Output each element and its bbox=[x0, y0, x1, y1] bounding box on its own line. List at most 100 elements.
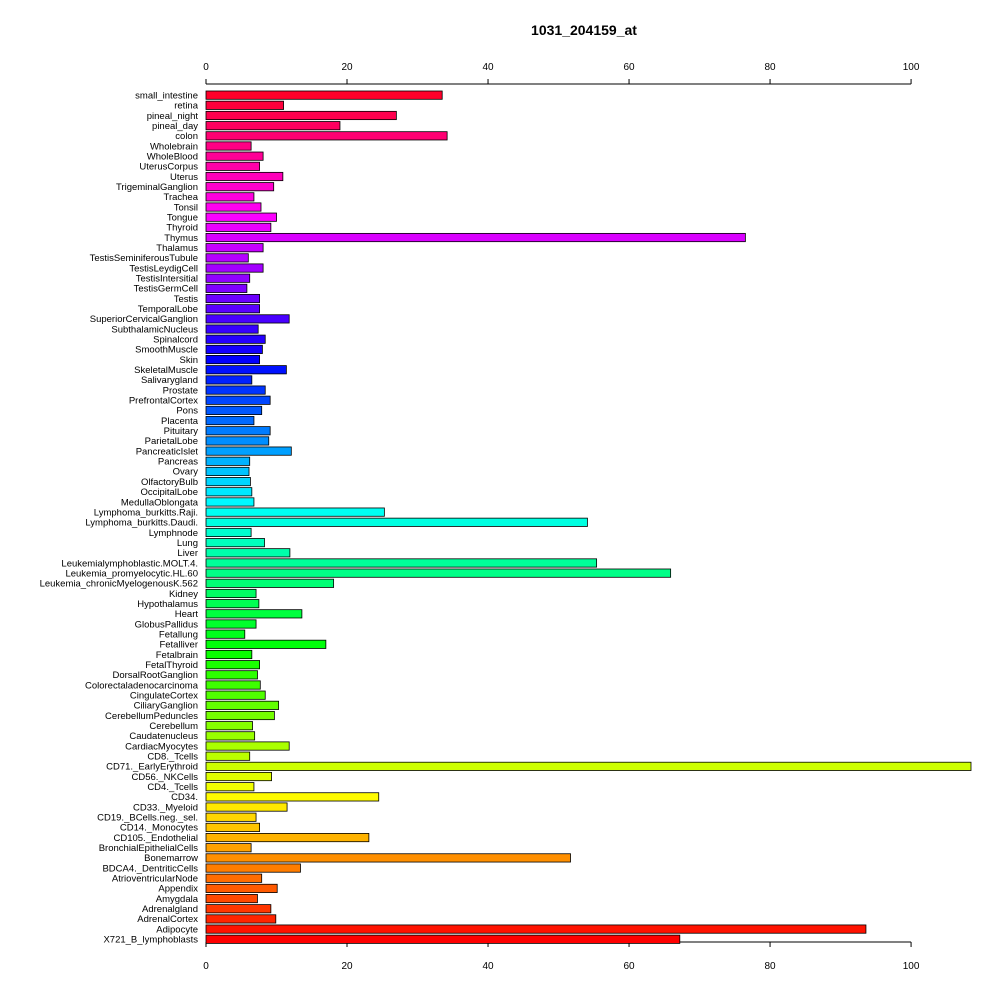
bar-16 bbox=[205, 253, 249, 263]
bar-42 bbox=[205, 517, 588, 527]
bar-28 bbox=[205, 375, 253, 385]
bar-66 bbox=[205, 761, 972, 771]
bar-17 bbox=[205, 263, 264, 273]
category-label-59: CingulateCortex bbox=[130, 690, 198, 701]
x-tick-label-top-3: 60 bbox=[623, 62, 635, 73]
bar-12 bbox=[205, 212, 277, 222]
bar-35 bbox=[205, 446, 292, 456]
category-label-51: Heart bbox=[175, 609, 199, 620]
category-label-36: Pancreas bbox=[158, 457, 198, 468]
bar-44 bbox=[205, 538, 265, 548]
bar-49 bbox=[205, 588, 257, 599]
category-label-61: CerebellumPeduncles bbox=[105, 711, 198, 722]
category-label-63: Caudatenucleus bbox=[129, 731, 198, 742]
bar-57 bbox=[205, 670, 258, 680]
category-label-24: Spinalcord bbox=[153, 335, 198, 346]
category-label-40: MedullaOblongata bbox=[121, 497, 199, 508]
category-label-30: PrefrontalCortex bbox=[129, 396, 198, 407]
bar-39 bbox=[205, 487, 253, 497]
bar-33 bbox=[205, 426, 271, 436]
category-label-33: Pituitary bbox=[164, 426, 199, 437]
x-tick-label-bottom-4: 80 bbox=[764, 961, 776, 972]
category-label-16: TestisSeminiferousTubule bbox=[90, 253, 198, 264]
category-label-77: AtrioventricularNode bbox=[112, 874, 198, 885]
bar-18 bbox=[205, 273, 251, 283]
category-label-28: Salivarygland bbox=[141, 375, 198, 386]
bar-51 bbox=[205, 609, 303, 619]
category-label-38: OlfactoryBulb bbox=[141, 477, 198, 488]
bar-60 bbox=[205, 700, 280, 710]
x-tick-label-bottom-5: 100 bbox=[903, 961, 920, 972]
x-tick-label-bottom-1: 20 bbox=[341, 961, 353, 972]
bar-69 bbox=[205, 792, 380, 802]
category-label-45: Liver bbox=[177, 548, 198, 559]
category-label-65: CD8._Tcells bbox=[147, 752, 198, 763]
bar-55 bbox=[205, 649, 253, 660]
bar-34 bbox=[205, 436, 270, 446]
bar-48 bbox=[205, 578, 335, 588]
category-label-43: Lymphnode bbox=[149, 528, 198, 539]
category-label-34: ParietalLobe bbox=[145, 436, 198, 447]
bar-25 bbox=[205, 344, 263, 354]
bar-77 bbox=[205, 873, 263, 883]
bar-36 bbox=[205, 456, 251, 466]
bar-50 bbox=[205, 599, 260, 609]
bar-1 bbox=[205, 100, 284, 110]
bar-45 bbox=[205, 548, 291, 558]
category-label-32: Placenta bbox=[161, 416, 199, 427]
bar-21 bbox=[205, 304, 260, 314]
bar-59 bbox=[205, 690, 266, 700]
x-tick-label-top-0: 0 bbox=[203, 62, 209, 73]
category-label-23: SubthalamicNucleus bbox=[111, 324, 198, 335]
bar-0 bbox=[205, 90, 443, 100]
bar-74 bbox=[205, 843, 252, 853]
bar-53 bbox=[205, 629, 246, 639]
category-label-48: Leukemia_chronicMyelogenousK.562 bbox=[40, 579, 198, 590]
category-label-0: small_intestine bbox=[135, 90, 198, 101]
bar-19 bbox=[205, 283, 248, 293]
bar-20 bbox=[205, 293, 260, 304]
category-label-54: Fetalliver bbox=[159, 640, 198, 651]
category-label-13: Thyroid bbox=[166, 223, 198, 234]
category-label-41: Lymphoma_burkitts.Raji. bbox=[94, 507, 198, 518]
category-label-67: CD56._NKCells bbox=[131, 772, 198, 783]
category-label-72: CD14._Monocytes bbox=[120, 823, 198, 834]
bar-6 bbox=[205, 151, 264, 161]
category-label-31: Pons bbox=[176, 406, 198, 417]
bar-5 bbox=[205, 141, 252, 151]
category-label-53: Fetallung bbox=[159, 629, 198, 640]
bar-78 bbox=[205, 883, 278, 893]
bar-15 bbox=[205, 243, 264, 253]
bar-24 bbox=[205, 334, 266, 344]
category-label-49: Kidney bbox=[169, 589, 198, 600]
x-tick-label-top-1: 20 bbox=[341, 62, 353, 73]
category-label-66: CD71._EarlyErythroid bbox=[106, 762, 198, 773]
bar-41 bbox=[205, 507, 385, 517]
x-tick-label-top-5: 100 bbox=[903, 62, 920, 73]
bar-67 bbox=[205, 771, 272, 782]
category-label-58: Colorectaladenocarcinoma bbox=[85, 680, 199, 691]
bar-65 bbox=[205, 751, 251, 761]
bar-37 bbox=[205, 466, 250, 476]
category-label-19: TestisGermCell bbox=[134, 284, 198, 295]
bar-38 bbox=[205, 477, 251, 487]
x-tick-label-bottom-3: 60 bbox=[623, 961, 635, 972]
bar-63 bbox=[205, 731, 256, 741]
category-labels: small_intestineretinapineal_nightpineal_… bbox=[40, 90, 199, 945]
bar-9 bbox=[205, 182, 275, 192]
bar-58 bbox=[205, 680, 261, 690]
category-label-73: CD105._Endothelial bbox=[113, 833, 198, 844]
bars-layer bbox=[205, 90, 972, 944]
bar-64 bbox=[205, 741, 290, 751]
category-label-12: Tongue bbox=[167, 212, 198, 223]
category-label-80: Adrenalgland bbox=[142, 904, 198, 915]
category-label-78: Appendix bbox=[158, 884, 198, 895]
bar-40 bbox=[205, 497, 255, 507]
axes-layer: 0 20 40 60 80 100 0 20 40 60 80 100 bbox=[203, 62, 920, 972]
category-label-55: Fetalbrain bbox=[156, 650, 198, 661]
category-label-69: CD34. bbox=[171, 792, 198, 803]
bar-31 bbox=[205, 405, 263, 415]
bar-26 bbox=[205, 355, 260, 365]
category-label-56: FetalThyroid bbox=[145, 660, 198, 671]
